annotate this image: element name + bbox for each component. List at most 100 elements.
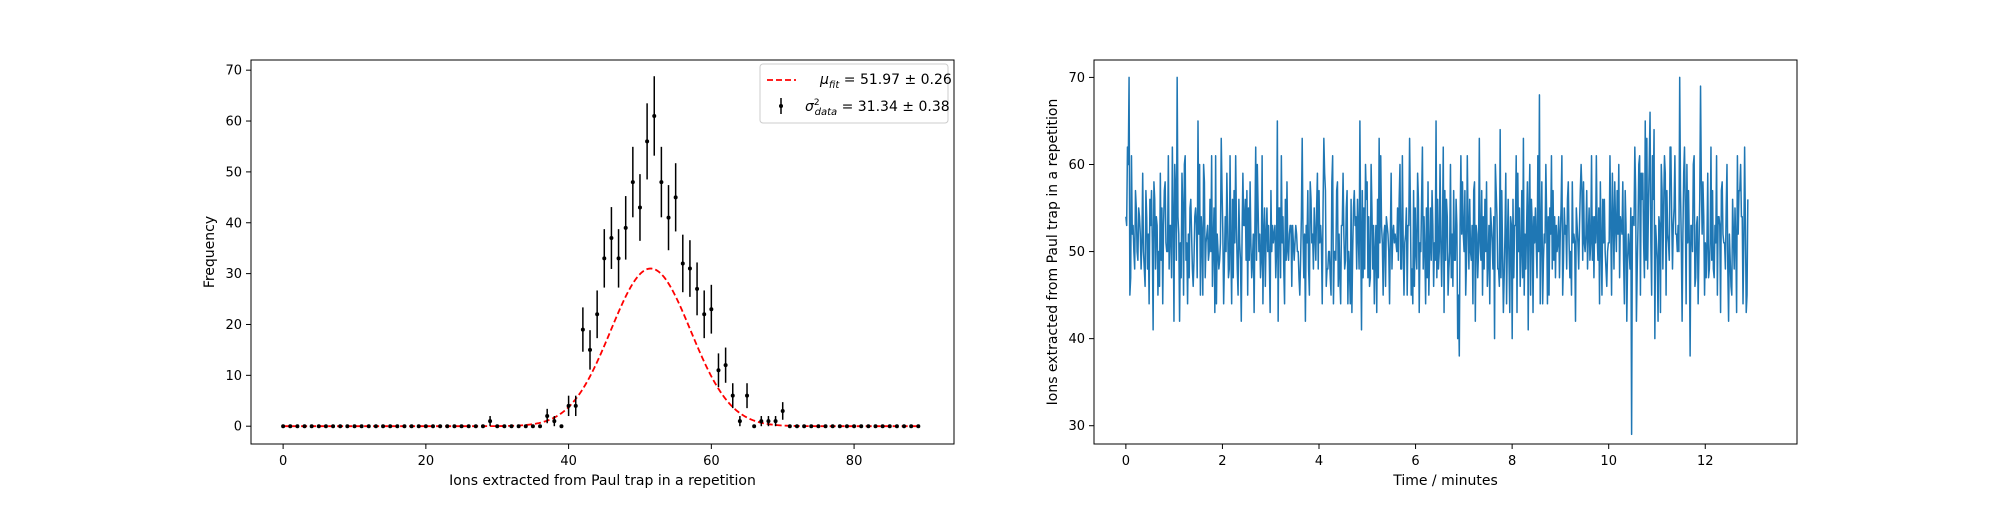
- ion-count-time-series-line: [1125, 76, 1749, 436]
- data-point: [887, 424, 892, 429]
- data-point: [759, 419, 764, 424]
- data-point: [859, 424, 864, 429]
- data-point: [423, 424, 428, 429]
- data-point: [552, 419, 557, 424]
- data-point: [488, 419, 493, 424]
- data-point: [295, 424, 300, 429]
- data-point: [702, 312, 707, 317]
- data-point: [809, 424, 814, 429]
- data-point: [309, 424, 314, 429]
- data-point: [673, 195, 678, 200]
- data-point: [766, 419, 771, 424]
- data-point: [366, 424, 371, 429]
- timeseries-y-tick-label: 40: [1068, 332, 1085, 347]
- histogram-legend: μfit = 51.97 ± 0.26 σ2 data = 31.34 ± 0.3…: [759, 63, 952, 124]
- data-point: [316, 424, 321, 429]
- histogram-y-tick-label: 50: [225, 165, 242, 180]
- histogram-x-tick-label: 0: [279, 454, 287, 469]
- timeseries-y-tick-label: 70: [1068, 71, 1085, 86]
- data-point: [909, 424, 914, 429]
- data-point: [338, 424, 343, 429]
- timeseries-y-tick-label: 60: [1068, 158, 1085, 173]
- data-point: [873, 424, 878, 429]
- data-point: [395, 424, 400, 429]
- timeseries-marks: [1125, 76, 1749, 436]
- histogram-y-tick-label: 60: [225, 115, 242, 130]
- histogram-plot-area: [251, 60, 954, 444]
- data-point: [830, 424, 835, 429]
- timeseries-panel: 0 2 4 6 8 10 12 30 40 50 60 70 Time / minutes Ions…: [1045, 59, 1798, 489]
- data-point: [559, 424, 564, 429]
- data-point: [866, 424, 871, 429]
- data-point: [666, 215, 671, 220]
- data-point: [381, 424, 386, 429]
- data-point: [588, 347, 593, 352]
- data-point: [745, 393, 750, 398]
- data-point: [723, 363, 728, 368]
- data-point: [288, 424, 293, 429]
- data-point: [359, 424, 364, 429]
- data-point: [623, 225, 628, 230]
- data-point: [637, 205, 642, 210]
- data-point: [709, 307, 714, 312]
- timeseries-y-ticks: 30 40 50 60 70: [1068, 71, 1094, 434]
- histogram-y-tick-label: 30: [225, 267, 242, 282]
- data-point: [409, 424, 414, 429]
- legend-data-swatch-point: [779, 104, 783, 108]
- histogram-y-ticks: 0 10 20 30 40 50 60 70: [225, 64, 251, 435]
- timeseries-x-tick-label: 4: [1315, 454, 1323, 469]
- data-point: [445, 424, 450, 429]
- data-point: [452, 424, 457, 429]
- histogram-x-tick-label: 20: [418, 454, 435, 469]
- histogram-y-tick-label: 0: [234, 420, 242, 435]
- histogram-y-tick-label: 10: [225, 369, 242, 384]
- data-point: [823, 424, 828, 429]
- data-point: [302, 424, 307, 429]
- data-point: [652, 113, 657, 118]
- data-point: [787, 424, 792, 429]
- timeseries-x-tick-label: 12: [1697, 454, 1714, 469]
- data-point: [816, 424, 821, 429]
- data-point: [780, 408, 785, 413]
- data-point: [695, 286, 700, 291]
- data-point: [894, 424, 899, 429]
- timeseries-y-tick-label: 30: [1068, 419, 1085, 434]
- data-point: [516, 424, 521, 429]
- data-point: [852, 424, 857, 429]
- data-point: [538, 424, 543, 429]
- histogram-frame: [250, 59, 955, 445]
- legend-data-label: σ2 data = 31.34 ± 0.38: [805, 98, 950, 118]
- data-point: [730, 393, 735, 398]
- histogram-x-axis-label: Ions extracted from Paul trap in a repet…: [449, 473, 756, 489]
- histogram-x-tick-label: 80: [846, 454, 863, 469]
- timeseries-x-tick-label: 0: [1122, 454, 1130, 469]
- data-point: [630, 180, 635, 185]
- data-point: [737, 419, 742, 424]
- data-point: [523, 424, 528, 429]
- timeseries-x-tick-label: 8: [1508, 454, 1516, 469]
- data-point: [495, 424, 500, 429]
- data-point: [388, 424, 393, 429]
- data-point: [659, 180, 664, 185]
- data-point: [416, 424, 421, 429]
- data-point: [323, 424, 328, 429]
- timeseries-y-axis-label: Ions extracted from Paul trap in a repet…: [1045, 99, 1061, 406]
- data-point: [430, 424, 435, 429]
- data-point: [916, 424, 921, 429]
- histogram-x-ticks: 0 20 40 60 80: [279, 444, 862, 469]
- data-point: [473, 424, 478, 429]
- data-point: [645, 139, 650, 144]
- data-point: [595, 312, 600, 317]
- data-point: [530, 424, 535, 429]
- timeseries-x-ticks: 0 2 4 6 8 10 12: [1122, 444, 1714, 469]
- data-point: [902, 424, 907, 429]
- data-point: [402, 424, 407, 429]
- data-point: [480, 424, 485, 429]
- data-point: [752, 424, 757, 429]
- data-point: [687, 266, 692, 271]
- data-point: [438, 424, 443, 429]
- timeseries-x-tick-label: 10: [1600, 454, 1617, 469]
- data-point: [545, 414, 550, 419]
- data-point: [566, 403, 571, 408]
